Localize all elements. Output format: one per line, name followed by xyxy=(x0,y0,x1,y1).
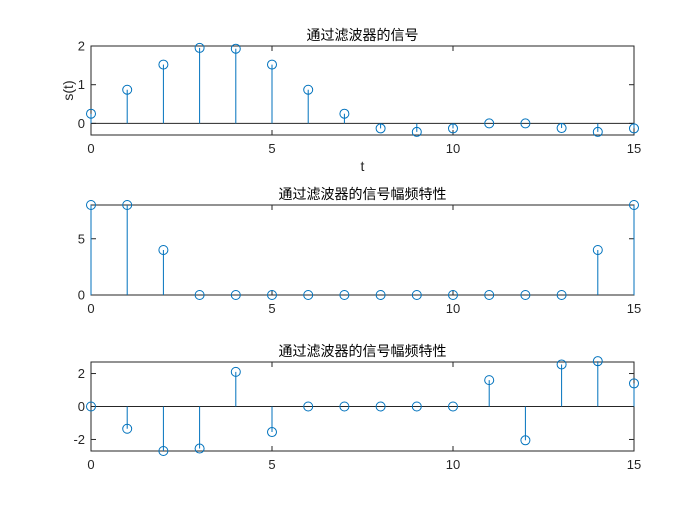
stem-marker xyxy=(629,200,639,210)
stem-marker xyxy=(194,42,205,53)
stem-marker xyxy=(520,118,531,129)
x-tick-label: 0 xyxy=(87,141,94,156)
stem-marker xyxy=(592,356,603,367)
stem-marker xyxy=(194,443,205,454)
stem-marker xyxy=(339,108,350,119)
x-tick-label: 5 xyxy=(268,457,275,472)
y-tick-label: 5 xyxy=(78,231,85,246)
stem-marker xyxy=(86,108,96,119)
stem-marker xyxy=(629,123,639,134)
stem-marker xyxy=(592,245,603,255)
stem-marker xyxy=(592,126,603,137)
stem-marker xyxy=(339,290,350,300)
stem-marker xyxy=(520,290,531,300)
stem-marker xyxy=(303,84,314,95)
stem-marker xyxy=(339,401,350,412)
x-tick-label: 0 xyxy=(87,457,94,472)
stem-marker xyxy=(230,290,241,300)
stem-marker xyxy=(158,59,169,70)
stem-marker xyxy=(411,290,422,300)
stem-marker xyxy=(411,401,422,412)
y-axis-label: s(t) xyxy=(60,80,76,100)
stem-marker xyxy=(122,423,133,434)
x-tick-label: 10 xyxy=(446,457,460,472)
y-tick-label: -2 xyxy=(73,432,85,447)
x-tick-label: 15 xyxy=(627,141,641,156)
stem-marker xyxy=(484,375,495,386)
stem-marker xyxy=(556,123,567,134)
stem-marker xyxy=(520,435,531,446)
x-tick-label: 15 xyxy=(627,457,641,472)
stem-marker xyxy=(122,84,133,95)
chart-title: 通过滤波器的信号幅频特性 xyxy=(279,187,447,203)
stem-marker xyxy=(629,378,639,389)
y-tick-label: 1 xyxy=(78,77,85,92)
x-tick-label: 15 xyxy=(627,301,641,316)
subplot-magnitude-spectrum: 0 5 10 15 0 5 通过滤波器的信号幅频特性 xyxy=(78,187,641,316)
x-tick-label: 5 xyxy=(268,141,275,156)
stem-marker xyxy=(86,401,96,412)
stem-marker xyxy=(122,200,133,210)
y-tick-label: 0 xyxy=(78,116,85,131)
stem-marker xyxy=(194,290,205,300)
stem-marker xyxy=(267,290,277,300)
y-tick-label: 0 xyxy=(78,399,85,414)
stem-marker xyxy=(448,290,458,300)
stem-marker xyxy=(484,118,495,129)
x-axis-label: t xyxy=(361,158,365,174)
stem-marker xyxy=(158,245,169,255)
stem-marker xyxy=(375,123,386,134)
stem-marker xyxy=(375,290,386,300)
subplot-signal: 0 5 10 15 0 1 2 通过滤波器的信号 t s(t) xyxy=(60,28,641,174)
x-tick-label: 10 xyxy=(446,301,460,316)
stem-marker xyxy=(411,126,422,137)
axes-frame xyxy=(90,204,635,296)
x-tick-label: 5 xyxy=(268,301,275,316)
stem-marker xyxy=(375,401,386,412)
stem-marker xyxy=(448,123,458,134)
stem-marker xyxy=(230,366,241,377)
stem-marker xyxy=(448,401,458,412)
stem-marker xyxy=(303,290,314,300)
axes-frame xyxy=(90,45,635,136)
stem-marker xyxy=(230,43,241,54)
stem-marker xyxy=(158,446,169,456)
y-tick-label: 2 xyxy=(78,366,85,381)
y-tick-label: 2 xyxy=(78,39,85,54)
x-tick-label: 10 xyxy=(446,141,460,156)
stem-marker xyxy=(556,290,567,300)
stem-marker xyxy=(556,359,567,370)
stem-marker xyxy=(267,59,277,70)
stem-marker xyxy=(303,401,314,412)
chart-title: 通过滤波器的信号 xyxy=(307,28,419,44)
stem-marker xyxy=(484,290,495,300)
y-tick-label: 0 xyxy=(78,288,85,303)
stem-marker xyxy=(86,200,96,210)
stem-marker xyxy=(267,427,277,438)
x-tick-label: 0 xyxy=(87,301,94,316)
chart-title: 通过滤波器的信号幅频特性 xyxy=(279,344,447,360)
